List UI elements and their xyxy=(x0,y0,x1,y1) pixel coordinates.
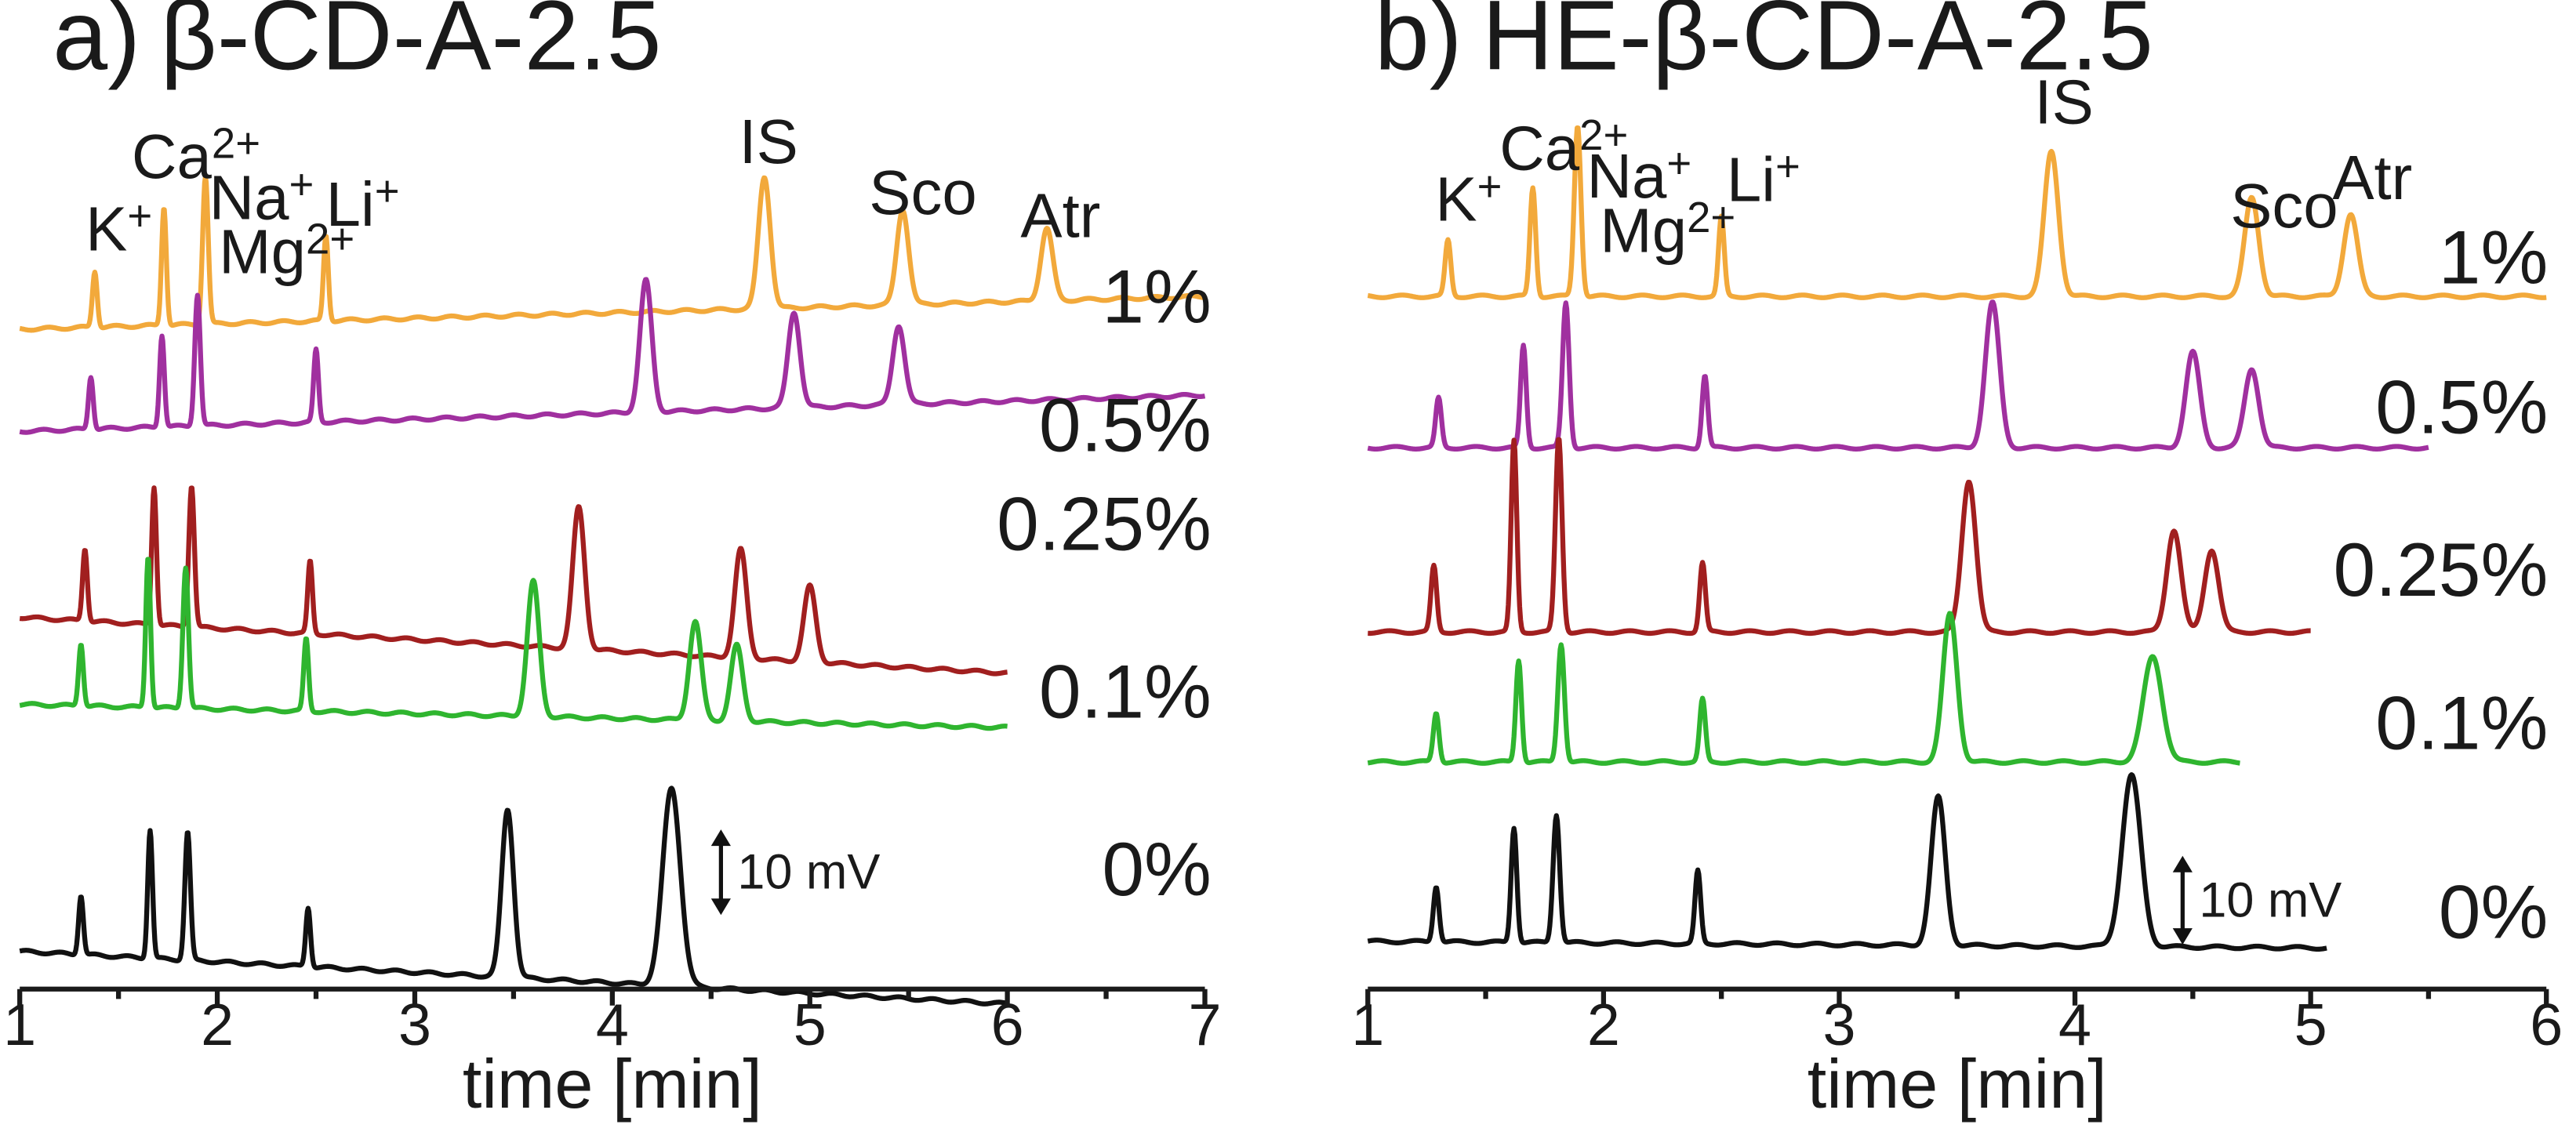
trace-0_1pct xyxy=(18,557,1009,731)
trace-0_5pct xyxy=(18,277,1207,435)
peak-label: Atr xyxy=(2332,143,2412,212)
panel-title: a) β-CD-A-2.5 xyxy=(53,0,661,90)
peak-label: IS xyxy=(739,107,798,176)
concentration-label: 0% xyxy=(1102,828,1212,912)
peak-label-base: Mg xyxy=(219,217,306,287)
peak-label: Sco xyxy=(2230,171,2338,241)
peak-label-base: Ca xyxy=(132,122,213,191)
x-tick-label: 6 xyxy=(991,992,1024,1058)
panel-a: a) β-CD-A-2.51%0.5%0.25%0.1%0%K+Ca2+Na+Mg… xyxy=(3,0,1221,1123)
peak-label-charge: + xyxy=(1666,140,1691,187)
peak-label: K+ xyxy=(85,192,152,263)
concentration-label: 0.1% xyxy=(1039,650,1212,734)
peak-label-charge: 2+ xyxy=(1687,194,1735,241)
concentration-label: 0.5% xyxy=(1039,383,1212,467)
peak-label: Sco xyxy=(869,158,976,227)
peak-label: K+ xyxy=(1435,162,1502,234)
scale-bar-label: 10 mV xyxy=(2199,872,2342,927)
peak-label: Ca2+ xyxy=(132,120,260,191)
peak-label-charge: + xyxy=(127,192,152,240)
peak-label: IS xyxy=(2034,67,2093,137)
peak-label: Ca2+ xyxy=(1499,111,1628,183)
peak-label: Mg2+ xyxy=(219,215,354,286)
peak-label-base: Ca xyxy=(1499,113,1580,183)
panel-name: β-CD-A-2.5 xyxy=(160,0,661,90)
trace-0pct xyxy=(18,785,1009,1007)
x-tick-label: 7 xyxy=(1188,992,1221,1058)
peak-label-charge: + xyxy=(1775,143,1800,190)
peak-label-charge: 2+ xyxy=(1579,111,1628,159)
panel-b: b) HE-β-CD-A-2.51%0.5%0.25%0.1%0%K+Ca2+Na… xyxy=(1351,0,2563,1123)
x-tick-label: 4 xyxy=(596,992,629,1058)
x-tick-label: 2 xyxy=(1587,992,1620,1058)
peak-label-base: Mg xyxy=(1600,195,1687,265)
x-tick-label: 3 xyxy=(1822,992,1855,1058)
trace-0_5pct xyxy=(1366,299,2430,452)
peak-label: Mg2+ xyxy=(1600,194,1735,265)
x-tick-label: 6 xyxy=(2530,992,2563,1058)
panel-name: HE-β-CD-A-2.5 xyxy=(1482,0,2153,90)
concentration-label: 0.25% xyxy=(997,482,1212,566)
x-tick-label: 3 xyxy=(398,992,431,1058)
x-axis-title: time [min] xyxy=(1808,1045,2107,1123)
concentration-label: 0.5% xyxy=(2375,365,2548,449)
trace-1pct xyxy=(1366,125,2549,300)
x-tick-label: 1 xyxy=(1351,992,1384,1058)
trace-0_25pct xyxy=(1366,437,2313,637)
panel-letter: a) xyxy=(53,0,140,90)
x-tick-label: 5 xyxy=(2294,992,2327,1058)
concentration-label: 0.25% xyxy=(2334,528,2549,612)
concentration-label: 0.1% xyxy=(2375,681,2548,765)
trace-0_25pct xyxy=(18,485,1009,677)
scale-bar-arrow-up xyxy=(710,829,731,847)
peak-label: Li+ xyxy=(1727,143,1800,214)
peak-label-charge: 2+ xyxy=(212,120,260,168)
panel-title: b) HE-β-CD-A-2.5 xyxy=(1375,0,2153,90)
trace-0_1pct xyxy=(1366,611,2242,766)
peak-label: Li+ xyxy=(326,168,400,239)
scale-bar-arrow-down xyxy=(2172,928,2193,945)
peak-label-base: K xyxy=(1435,165,1477,234)
x-tick-label: 5 xyxy=(794,992,827,1058)
peak-label-charge: + xyxy=(289,161,314,209)
panel-letter: b) xyxy=(1375,0,1462,90)
concentration-label: 1% xyxy=(2439,216,2549,299)
scale-bar-arrow-up xyxy=(2172,855,2193,872)
peak-label-base: Li xyxy=(1727,144,1775,214)
peak-label-base: K xyxy=(85,194,127,263)
scale-bar-arrow-down xyxy=(710,898,731,916)
concentration-label: 1% xyxy=(1102,256,1212,339)
trace-1pct xyxy=(18,174,1207,333)
x-tick-label: 4 xyxy=(2058,992,2091,1058)
peak-label-charge: + xyxy=(1477,162,1502,210)
peak-label: Na+ xyxy=(209,161,314,232)
x-axis-title: time [min] xyxy=(463,1045,762,1123)
peak-label-base: Li xyxy=(326,169,375,239)
concentration-label: 0% xyxy=(2439,871,2549,955)
peak-label: Na+ xyxy=(1586,140,1691,211)
x-tick-label: 2 xyxy=(201,992,234,1058)
x-tick-label: 1 xyxy=(3,992,36,1058)
peak-label-charge: 2+ xyxy=(306,215,354,263)
peak-label-base: Na xyxy=(209,162,290,232)
trace-0pct xyxy=(1366,772,2329,952)
peak-label: Atr xyxy=(1020,180,1100,250)
peak-label-charge: + xyxy=(375,168,400,216)
scale-bar-label: 10 mV xyxy=(737,845,880,900)
peak-label-base: Na xyxy=(1586,141,1667,211)
